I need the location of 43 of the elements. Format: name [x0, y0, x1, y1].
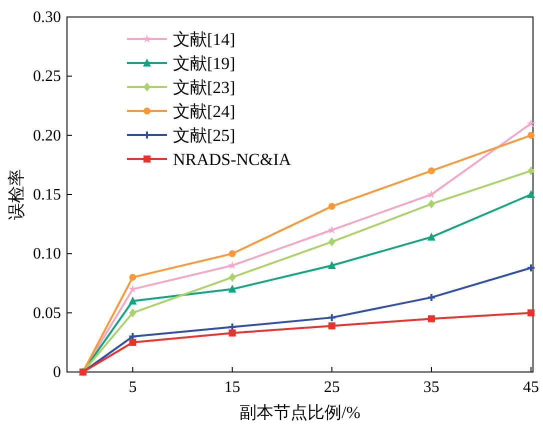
legend-label: 文献[19]: [173, 54, 236, 73]
y-tick-label: 0.20: [33, 127, 61, 144]
y-tick-label: 0.25: [33, 68, 61, 86]
x-tick-label: 5: [128, 379, 137, 396]
point: [228, 329, 236, 336]
x-tick-label: 35: [423, 379, 440, 396]
point: [527, 190, 536, 198]
legend-label: 文献[25]: [173, 126, 236, 145]
point: [428, 199, 435, 208]
point: [328, 237, 336, 246]
point: [526, 119, 536, 128]
point: [228, 250, 236, 258]
point: [428, 167, 435, 174]
legend-label: 文献[23]: [173, 78, 236, 97]
point: [128, 296, 137, 304]
x-tick-label: 15: [224, 379, 240, 396]
point: [528, 166, 535, 176]
y-tick-label: 0.05: [33, 304, 61, 322]
legend-label: 文献[14]: [173, 30, 236, 49]
point: [427, 232, 436, 241]
legend-label: 文献[24]: [173, 102, 236, 121]
point: [129, 308, 136, 318]
y-tick-label: 0.30: [33, 9, 61, 26]
point: [129, 274, 136, 281]
y-tick-label: 0: [53, 364, 61, 381]
point: [427, 190, 436, 198]
point: [528, 309, 535, 316]
x-tick-label: 45: [523, 379, 540, 396]
point: [328, 322, 336, 330]
y-tick-label: 0.15: [33, 186, 61, 204]
y-tick-label: 0.10: [33, 246, 61, 263]
point: [327, 313, 336, 322]
x-tick-label: 25: [324, 379, 340, 396]
point: [228, 272, 236, 282]
point: [328, 261, 336, 269]
point: [528, 132, 535, 139]
point: [328, 202, 336, 210]
y-axis-title: 误检率: [7, 169, 26, 220]
legend-label: NRADS-NC&IA: [173, 150, 292, 169]
point: [428, 315, 435, 322]
point: [228, 284, 236, 293]
point: [129, 338, 136, 346]
x-axis-title: 副本节点比例/%: [240, 403, 360, 422]
